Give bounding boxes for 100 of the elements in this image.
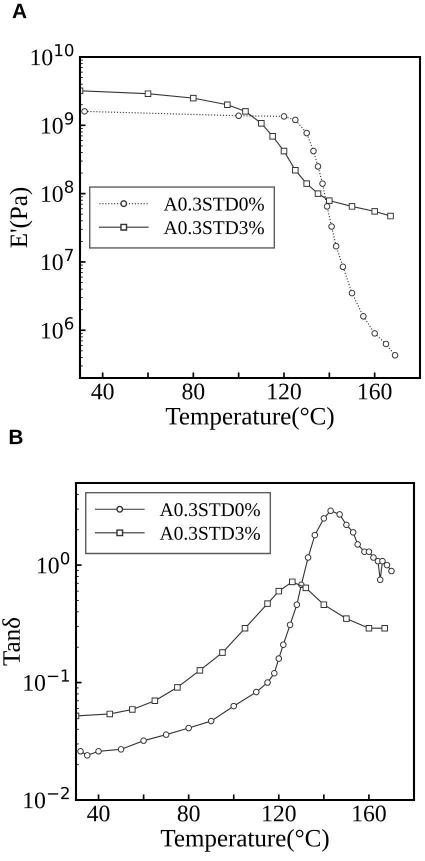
- point: [280, 641, 287, 648]
- point: [253, 688, 260, 696]
- point: [320, 601, 328, 608]
- y-tick-label: 10$^{−1}$: [24, 670, 69, 691]
- point: [140, 737, 147, 744]
- y-tick-label: 10$^{10}$: [32, 44, 74, 66]
- point: [276, 588, 282, 594]
- y-tick-label: 10$^{9}$: [42, 112, 74, 134]
- point: [332, 242, 340, 250]
- point: [286, 622, 294, 628]
- point: [303, 180, 310, 187]
- x-tick-label: 80: [178, 806, 200, 822]
- point: [314, 163, 322, 170]
- point: [392, 352, 398, 359]
- y-axis-title: E'(Pa): [10, 188, 32, 248]
- point: [258, 120, 265, 127]
- chart-title: A: [12, 4, 26, 18]
- point: [354, 541, 361, 548]
- point: [235, 112, 242, 120]
- point: [379, 558, 386, 564]
- x-axis-title: Temperature(°C): [160, 829, 329, 852]
- point: [269, 133, 276, 140]
- point: [381, 624, 388, 632]
- point: [310, 148, 317, 154]
- point: [319, 180, 326, 187]
- point: [185, 724, 192, 732]
- point: [387, 212, 394, 220]
- point: [224, 101, 231, 108]
- point: [328, 223, 335, 230]
- point: [264, 679, 271, 686]
- point: [304, 554, 312, 561]
- point: [343, 615, 350, 622]
- point: [371, 208, 378, 215]
- chart-title: B: [10, 430, 22, 444]
- x-tick-label: 160: [359, 384, 392, 400]
- y-tick-label: 10$^{7}$: [42, 248, 73, 270]
- point: [81, 108, 88, 115]
- point: [208, 718, 214, 724]
- point: [336, 511, 343, 518]
- point: [348, 203, 356, 210]
- point: [242, 108, 249, 115]
- point: [366, 548, 372, 555]
- y-tick-label: 10$^{−2}$: [24, 786, 69, 808]
- point: [106, 710, 114, 718]
- point: [384, 562, 390, 568]
- point: [303, 130, 310, 136]
- point: [376, 576, 384, 584]
- point: [219, 649, 226, 656]
- y-tick-label: 10$^{0}$: [38, 552, 70, 574]
- point: [276, 655, 282, 662]
- legend-label: A0.3STD0%: [164, 198, 264, 211]
- point: [280, 113, 288, 120]
- x-tick-label: 40: [87, 806, 110, 822]
- point: [129, 706, 136, 713]
- point: [289, 578, 296, 586]
- point: [324, 203, 330, 210]
- y-axis-title: Tanδ: [2, 618, 20, 666]
- point: [388, 568, 395, 574]
- y-tick-label: 10$^{6}$: [42, 317, 74, 339]
- point: [77, 748, 84, 755]
- point: [360, 313, 367, 320]
- point: [230, 702, 237, 710]
- x-tick-label: 120: [263, 806, 296, 822]
- point: [320, 515, 328, 522]
- point: [292, 116, 299, 124]
- point: [174, 684, 181, 691]
- x-tick-label: 120: [268, 384, 301, 400]
- x-tick-label: 40: [91, 384, 114, 400]
- point: [382, 340, 390, 348]
- point: [144, 90, 152, 97]
- point: [152, 697, 158, 704]
- point: [312, 532, 318, 538]
- point: [292, 166, 299, 174]
- point: [190, 94, 197, 102]
- point: [271, 670, 278, 677]
- point: [340, 263, 346, 270]
- point: [280, 148, 288, 154]
- legend-label: A0.3STD0%: [160, 503, 260, 516]
- x-axis-title: Temperature(°C): [166, 407, 334, 430]
- point: [327, 508, 334, 514]
- point: [366, 624, 372, 632]
- point: [264, 600, 271, 607]
- x-tick-label: 80: [182, 384, 204, 400]
- point: [302, 584, 310, 592]
- point: [242, 624, 248, 632]
- point: [370, 554, 377, 561]
- point: [294, 601, 300, 608]
- point: [314, 190, 322, 197]
- point: [326, 197, 333, 204]
- point: [95, 748, 102, 755]
- point: [343, 522, 350, 528]
- point: [350, 529, 356, 536]
- point: [162, 731, 170, 738]
- x-tick-label: 160: [353, 806, 386, 822]
- point: [84, 752, 91, 759]
- point: [371, 330, 378, 337]
- point: [196, 667, 204, 674]
- y-tick-label: 10$^{8}$: [42, 180, 74, 202]
- point: [348, 290, 356, 296]
- legend-label: A0.3STD3%: [160, 526, 260, 540]
